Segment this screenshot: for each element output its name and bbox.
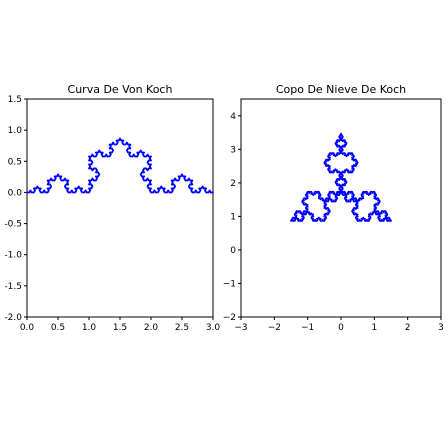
koch-curve-ytick-label: 0.5 xyxy=(8,157,22,167)
koch-curve-panel: Curva De Von Koch 0.0 0.5 1.0 1.5 2.0 2.5 3.0 -… xyxy=(4,83,220,333)
koch-snowflake-xtick-label: −2 xyxy=(268,323,281,333)
koch-snowflake-ytick-label: 2 xyxy=(230,179,236,189)
koch-curve-ticks: 0.0 0.5 1.0 1.5 2.0 2.5 3.0 -2.0 -1.5 -1.0 -0.5 0.0… xyxy=(4,95,220,333)
koch-curve-ytick-label: 0.0 xyxy=(8,188,23,198)
koch-snowflake-ytick-label: −2 xyxy=(223,313,236,323)
koch-curve-xtick-label: 1.5 xyxy=(113,323,127,333)
koch-curve-xtick-label: 0.5 xyxy=(51,323,65,333)
koch-curve-xtick-label: 0.0 xyxy=(20,323,35,333)
koch-snowflake-xtick-label: −1 xyxy=(301,323,314,333)
koch-curve-xtick-label: 3.0 xyxy=(206,323,221,333)
koch-curve-axes-frame xyxy=(26,98,214,318)
koch-snowflake-ytick-label: 0 xyxy=(230,246,236,256)
koch-snowflake-title: Copo De Nieve De Koch xyxy=(276,83,406,96)
koch-snowflake-ytick-label: 1 xyxy=(230,212,236,222)
koch-curve-ytick-label: 1.0 xyxy=(8,126,23,136)
koch-curve-ytick-label: 1.5 xyxy=(8,95,22,105)
koch-curve-title: Curva De Von Koch xyxy=(68,83,173,96)
koch-snowflake-ytick-label: 3 xyxy=(230,145,236,155)
koch-snowflake-ytick-label: −1 xyxy=(223,279,236,289)
koch-snowflake-ytick-label: 4 xyxy=(230,112,236,122)
koch-curve-xtick-label: 1.0 xyxy=(82,323,97,333)
koch-curve-ytick-label: -0.5 xyxy=(4,220,22,230)
koch-snowflake-xtick-label: −3 xyxy=(234,323,247,333)
koch-curve-ytick-label: -1.5 xyxy=(4,282,22,292)
koch-snowflake-xtick-label: 1 xyxy=(371,323,377,333)
koch-curve-line xyxy=(26,137,214,194)
koch-snowflake-panel: Copo De Nieve De Koch −3 −2 −1 0 1 2 3−2−10123… xyxy=(223,83,444,333)
koch-curve-xtick-label: 2.5 xyxy=(175,323,189,333)
koch-snowflake-axes-frame xyxy=(240,98,442,318)
koch-snowflake-line xyxy=(290,132,392,222)
koch-curve-xtick-label: 2.0 xyxy=(144,323,159,333)
koch-curve-ytick-label: -1.0 xyxy=(4,251,22,261)
koch-snowflake-xtick-label: 2 xyxy=(405,323,411,333)
koch-snowflake-xtick-label: 3 xyxy=(438,323,444,333)
koch-curve-ytick-label: -2.0 xyxy=(4,313,22,323)
koch-snowflake-xtick-label: 0 xyxy=(338,323,344,333)
